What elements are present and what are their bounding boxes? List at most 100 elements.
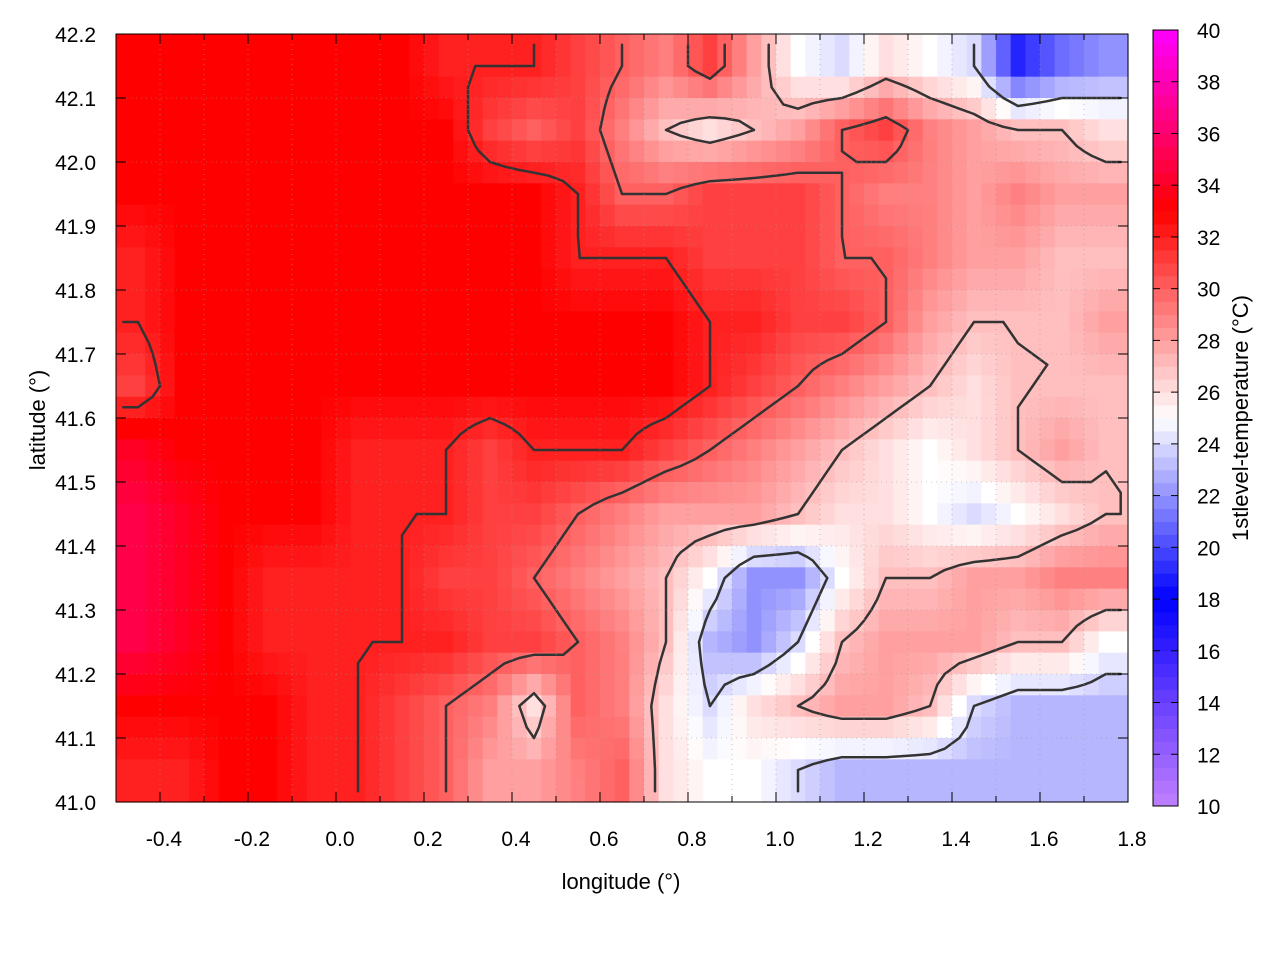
heatmap-cell: [424, 716, 440, 739]
heatmap-cell: [614, 226, 630, 248]
heatmap-cell: [262, 34, 278, 56]
heatmap-cell: [306, 418, 322, 440]
heatmap-cell: [585, 610, 601, 632]
heatmap-cell: [1025, 567, 1041, 590]
heatmap-cell: [658, 695, 674, 718]
colorbar-segment: [1153, 366, 1178, 380]
heatmap-cell: [996, 98, 1012, 120]
heatmap-cell: [893, 716, 909, 739]
heatmap-cell: [116, 418, 132, 440]
heatmap-cell: [248, 332, 264, 355]
heatmap-cell: [908, 226, 924, 248]
heatmap-cell: [424, 247, 440, 270]
heatmap-cell: [336, 546, 352, 568]
heatmap-cell: [864, 76, 880, 99]
heatmap-cell: [174, 759, 190, 782]
heatmap-cell: [292, 588, 308, 611]
heatmap-cell: [849, 98, 865, 120]
heatmap-cell: [380, 439, 396, 462]
heatmap-cell: [512, 503, 528, 526]
heatmap-cell: [409, 716, 425, 739]
heatmap-cell: [629, 460, 645, 483]
heatmap-cell: [746, 588, 762, 611]
heatmap-cell: [145, 332, 161, 355]
heatmap-cell: [688, 140, 704, 163]
heatmap-cell: [688, 119, 704, 142]
heatmap-cell: [1040, 332, 1056, 355]
colorbar-tick-label: 34: [1197, 175, 1221, 198]
heatmap-cell: [834, 546, 850, 568]
heatmap-cell: [614, 503, 630, 526]
heatmap-cell: [321, 98, 337, 120]
heatmap-cell: [673, 524, 689, 547]
heatmap-cell: [1098, 76, 1114, 99]
heatmap-cell: [805, 418, 821, 440]
heatmap-cell: [849, 268, 865, 291]
heatmap-cell: [937, 204, 953, 227]
heatmap-cell: [1069, 695, 1085, 718]
heatmap-cell: [145, 55, 161, 78]
heatmap-cell: [1113, 610, 1129, 632]
heatmap-cell: [174, 183, 190, 206]
colorbar-segment: [1153, 262, 1178, 277]
heatmap-cell: [306, 311, 322, 334]
heatmap-cell: [189, 482, 205, 504]
heatmap-cell: [996, 759, 1012, 782]
heatmap-cell: [438, 98, 454, 120]
heatmap-cell: [350, 418, 366, 440]
heatmap-cell: [204, 524, 220, 547]
heatmap-cell: [218, 503, 234, 526]
heatmap-cell: [262, 503, 278, 526]
heatmap-cell: [702, 98, 718, 120]
colorbar-tick-label: 20: [1197, 537, 1220, 560]
heatmap-cell: [864, 695, 880, 718]
heatmap-cell: [1113, 524, 1129, 547]
heatmap-cell: [629, 439, 645, 462]
heatmap-cell: [996, 34, 1012, 56]
heatmap-cell: [761, 674, 777, 696]
heatmap-cell: [673, 375, 689, 398]
heatmap-cell: [160, 610, 176, 632]
heatmap-cell: [805, 183, 821, 206]
heatmap-cell: [702, 34, 718, 56]
heatmap-cell: [644, 652, 660, 675]
heatmap-cell: [174, 460, 190, 483]
heatmap-cell: [614, 140, 630, 163]
heatmap-cell: [908, 140, 924, 163]
heatmap-cell: [306, 354, 322, 376]
heatmap-cell: [526, 375, 542, 398]
heatmap-cell: [556, 34, 572, 56]
heatmap-cell: [1069, 460, 1085, 483]
heatmap-cell: [702, 204, 718, 227]
heatmap-cell: [673, 204, 689, 227]
heatmap-cell: [746, 311, 762, 334]
heatmap-cell: [394, 503, 410, 526]
heatmap-cell: [350, 247, 366, 270]
heatmap-cell: [937, 119, 953, 142]
heatmap-cell: [526, 119, 542, 142]
heatmap-cell: [365, 140, 381, 163]
heatmap-cell: [644, 268, 660, 291]
heatmap-cell: [1054, 55, 1070, 78]
heatmap-cell: [424, 332, 440, 355]
heatmap-cell: [776, 332, 792, 355]
heatmap-cell: [600, 226, 616, 248]
heatmap-cell: [1054, 567, 1070, 590]
heatmap-cell: [981, 98, 997, 120]
heatmap-cell: [570, 610, 586, 632]
heatmap-cell: [937, 716, 953, 739]
heatmap-cell: [438, 631, 454, 654]
heatmap-cell: [350, 524, 366, 547]
heatmap-cell: [189, 610, 205, 632]
heatmap-cell: [468, 588, 484, 611]
heatmap-cell: [673, 290, 689, 312]
heatmap-cell: [952, 738, 968, 760]
heatmap-cell: [248, 567, 264, 590]
heatmap-cell: [306, 183, 322, 206]
heatmap-cell: [1040, 55, 1056, 78]
heatmap-cell: [922, 226, 938, 248]
heatmap-cell: [262, 162, 278, 184]
colorbar-segment: [1153, 288, 1178, 303]
heatmap-cell: [204, 98, 220, 120]
heatmap-cell: [526, 695, 542, 718]
